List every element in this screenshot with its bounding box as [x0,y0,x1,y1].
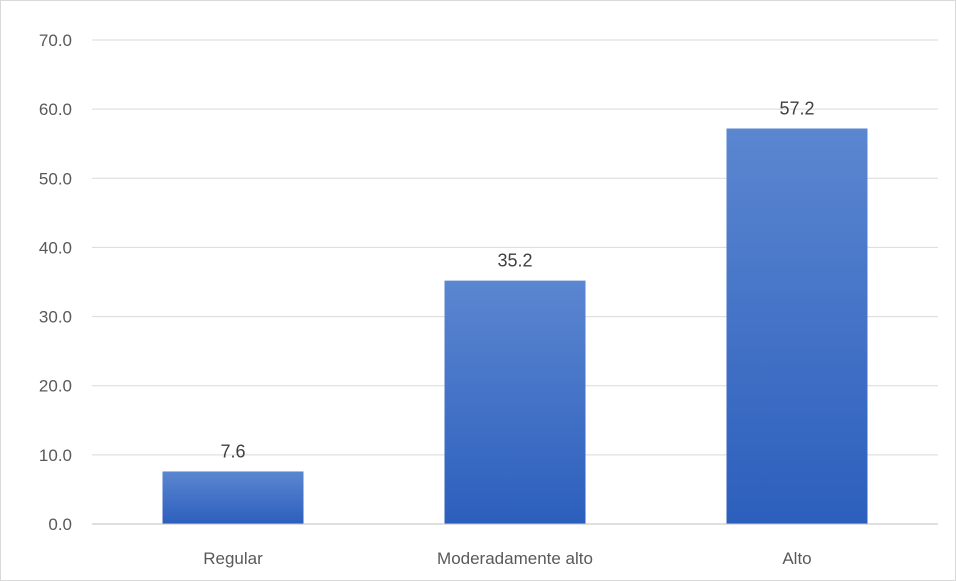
y-tick-label: 40.0 [39,238,72,257]
x-tick-label: Alto [782,549,811,568]
data-label: 7.6 [220,441,245,461]
x-axis-tick-labels: Regular Moderadamente alto Alto [203,549,811,568]
y-tick-label: 0.0 [48,515,72,534]
y-tick-label: 20.0 [39,377,72,396]
y-tick-label: 10.0 [39,446,72,465]
y-tick-label: 50.0 [39,169,72,188]
y-axis-tick-labels: 0.0 10.0 20.0 30.0 40.0 50.0 60.0 70.0 [39,31,72,534]
data-labels: 7.6 35.2 57.2 [220,99,814,462]
bars [162,128,868,524]
data-label: 57.2 [779,99,814,119]
data-label: 35.2 [497,251,532,271]
x-tick-label: Moderadamente alto [437,549,593,568]
y-tick-label: 70.0 [39,31,72,50]
bar-moderadamente-alto [444,280,586,524]
y-tick-label: 30.0 [39,308,72,327]
y-tick-label: 60.0 [39,100,72,119]
bar-regular [162,471,304,524]
bar-alto [726,128,868,524]
x-tick-label: Regular [203,549,263,568]
